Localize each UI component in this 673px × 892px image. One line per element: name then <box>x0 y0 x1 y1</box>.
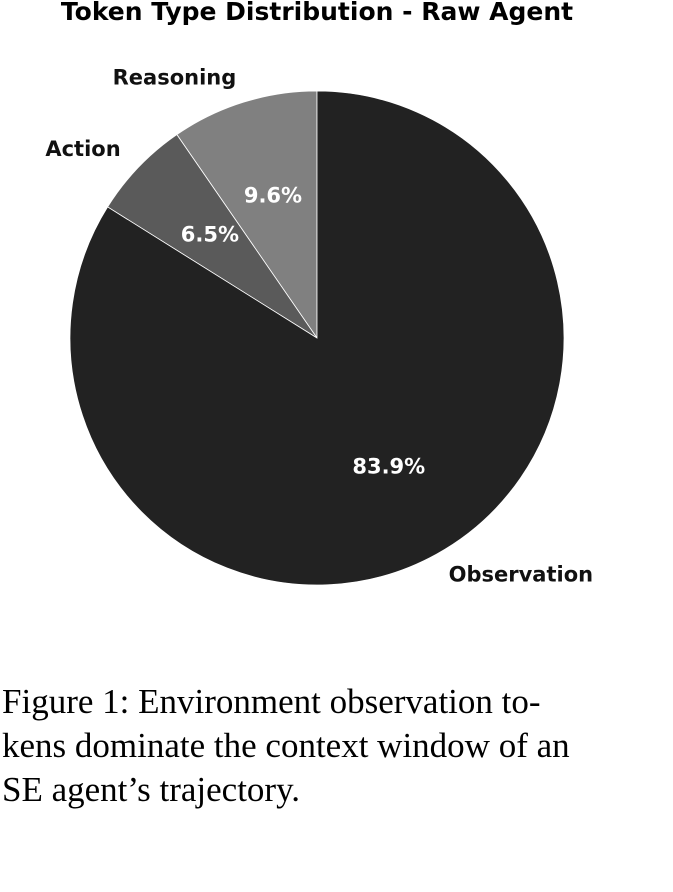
chart-title: Token Type Distribution - Raw Agent <box>61 0 573 26</box>
caption-line: kens dominate the context window of an <box>2 726 570 765</box>
pie: Reasoning 9.6% Action 6.5% Observation 83.9% <box>45 66 593 587</box>
pie-slice <box>69 90 565 586</box>
value-label: 83.9% <box>352 455 425 479</box>
caption-line: Figure 1: Environment observation to- <box>2 682 541 721</box>
pie-slice <box>176 90 318 340</box>
value-label: 6.5% <box>181 223 239 247</box>
slice-label: Action <box>45 137 120 161</box>
caption-line: SE agent’s trajectory. <box>2 770 300 809</box>
slice-label: Observation <box>449 563 593 587</box>
value-label: 9.6% <box>244 183 302 207</box>
slice-label: Reasoning <box>113 66 237 90</box>
